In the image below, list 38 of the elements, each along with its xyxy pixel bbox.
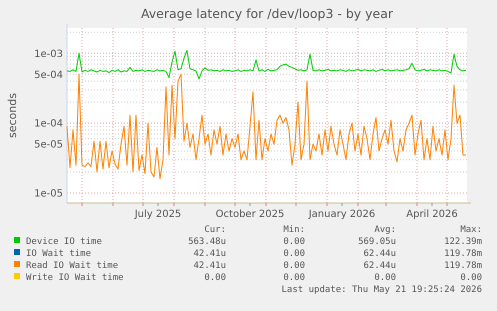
text: 0.00 [283,237,305,247]
text: Min: [283,225,305,235]
legend-label: Device IO time [26,237,102,247]
y-tick-label: 1e-04 [34,118,63,130]
text: 0.00 [283,261,305,271]
line-series [66,74,466,180]
text: Avg: [374,225,396,235]
text: 0.00 [374,273,396,283]
text: Max: [460,225,482,235]
y-tick-label: 5e-05 [34,140,63,151]
text: Last update: Thu May 21 19:25:24 2026 [282,285,482,295]
text: 569.05u [358,237,396,247]
text: 62.44u [363,261,396,271]
text: 0.00 [460,273,482,283]
y-tick-label: 1e-03 [34,48,63,60]
y-tick-label: 5e-04 [34,70,63,81]
text: 62.44u [363,249,396,259]
text: 563.48u [188,237,226,247]
text: 42.41u [193,249,226,259]
x-tick-label: October 2025 [216,209,284,220]
text: 122.39m [444,237,482,247]
x-tick-label: April 2026 [406,209,458,220]
line-series [66,50,466,80]
text: 42.41u [193,261,226,271]
legend-label: Read IO Wait time [26,261,118,271]
text: 119.78m [444,261,482,271]
text: 0.00 [204,273,226,283]
x-tick-label: January 2026 [308,209,376,220]
x-tick-label: July 2025 [134,209,182,220]
text: 119.78m [444,249,482,259]
chart-title: Average latency for /dev/loop3 - by year [140,6,394,21]
text: 0.00 [283,273,305,283]
legend-label: IO Wait time [26,249,92,259]
y-tick-label: 1e-05 [34,188,63,200]
text: 0.00 [283,249,305,259]
text: Cur: [204,225,226,235]
legend-label: Write IO Wait time [26,273,124,283]
y-axis-title: seconds [6,92,19,138]
